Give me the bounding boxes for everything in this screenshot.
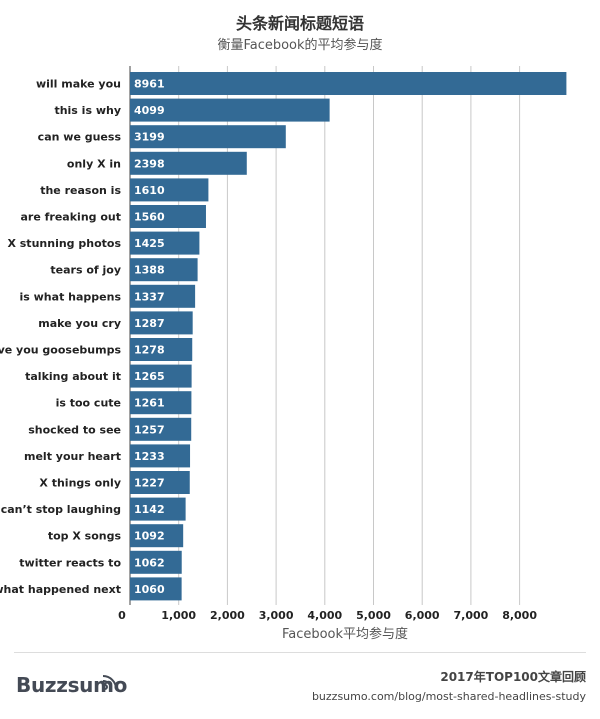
x-tick-label: 5,000 — [356, 609, 391, 622]
category-label: twitter reacts to — [19, 556, 121, 569]
x-tick-label: 3,000 — [259, 609, 294, 622]
bar — [130, 284, 196, 308]
bar-value-label: 1257 — [134, 423, 165, 436]
bar — [130, 364, 192, 388]
bar-value-label: 4099 — [134, 104, 165, 117]
bar-value-label: 1560 — [134, 211, 165, 224]
category-label: can we guess — [38, 131, 122, 144]
category-label: can’t stop laughing — [1, 503, 121, 516]
category-label: tears of joy — [50, 264, 121, 277]
bar-value-label: 1425 — [134, 237, 165, 250]
bar — [130, 231, 200, 255]
bar — [130, 151, 247, 175]
category-label: talking about it — [25, 370, 121, 383]
category-label: is what happens — [20, 290, 122, 303]
x-tick-label: 0 — [118, 609, 126, 622]
x-axis-title: Facebook平均参与度 — [282, 626, 408, 642]
category-label: are freaking out — [21, 211, 122, 224]
bar-value-label: 1388 — [134, 264, 165, 277]
bar — [130, 524, 184, 548]
bar — [130, 471, 190, 494]
bar-value-label: 1287 — [134, 317, 165, 330]
x-tick-label: 8,000 — [502, 609, 537, 622]
x-tick-label: 4,000 — [307, 609, 342, 622]
bar-value-label: 1278 — [134, 344, 165, 357]
bar-value-label: 1337 — [134, 290, 165, 303]
category-label: will make you — [36, 78, 121, 91]
bar — [130, 98, 330, 122]
category-label: X things only — [39, 477, 121, 490]
bar — [130, 125, 286, 149]
bar — [130, 577, 182, 601]
report-title: 2017年TOP100文章回顾 — [440, 670, 586, 684]
bar-value-label: 1233 — [134, 450, 165, 463]
bar-value-label: 2398 — [134, 157, 165, 170]
bar-value-label: 1062 — [134, 556, 165, 569]
bar-value-label: 1261 — [134, 397, 165, 410]
bar — [130, 444, 191, 468]
chart-title: 头条新闻标题短语 — [235, 14, 364, 33]
bar-value-label: 1142 — [134, 503, 165, 516]
category-label: make you cry — [38, 317, 121, 330]
source-url: buzzsumo.com/blog/most-shared-headlines-… — [311, 690, 586, 703]
bar-value-label: 1092 — [134, 530, 165, 543]
bar — [130, 311, 193, 335]
category-label: is too cute — [56, 397, 121, 410]
category-label: give you goosebumps — [0, 344, 121, 357]
chart-subtitle: 衡量Facebook的平均参与度 — [217, 38, 383, 53]
bar-value-label: 1265 — [134, 370, 165, 383]
bar — [130, 205, 206, 228]
bar — [130, 497, 186, 521]
category-label: top X songs — [48, 530, 122, 543]
category-label: what happened next — [0, 583, 121, 596]
category-label: shocked to see — [28, 423, 121, 436]
signal-icon — [102, 675, 117, 690]
x-tick-label: 7,000 — [454, 609, 489, 622]
category-label: only X in — [67, 157, 121, 170]
bar — [130, 550, 182, 574]
bar-value-label: 1227 — [134, 477, 165, 490]
footer-divider — [14, 652, 586, 653]
bar — [130, 258, 198, 282]
bar-value-label: 3199 — [134, 131, 165, 144]
x-tick-label: 1,000 — [161, 609, 196, 622]
bar-value-label: 1610 — [134, 184, 165, 197]
category-label: this is why — [54, 104, 121, 117]
category-label: X stunning photos — [7, 237, 121, 250]
bar — [130, 338, 193, 361]
bar-value-label: 8961 — [134, 78, 165, 91]
x-tick-label: 6,000 — [405, 609, 440, 622]
x-tick-label: 2,000 — [210, 609, 245, 622]
category-label: melt your heart — [24, 450, 121, 463]
category-label: the reason is — [40, 184, 121, 197]
bar — [130, 72, 567, 95]
bar-value-label: 1060 — [134, 583, 165, 596]
bar — [130, 178, 209, 202]
bar — [130, 417, 192, 441]
bar — [130, 391, 192, 415]
bar-chart: 8961 will make you 4099 this is why 3199 can … — [0, 66, 567, 642]
